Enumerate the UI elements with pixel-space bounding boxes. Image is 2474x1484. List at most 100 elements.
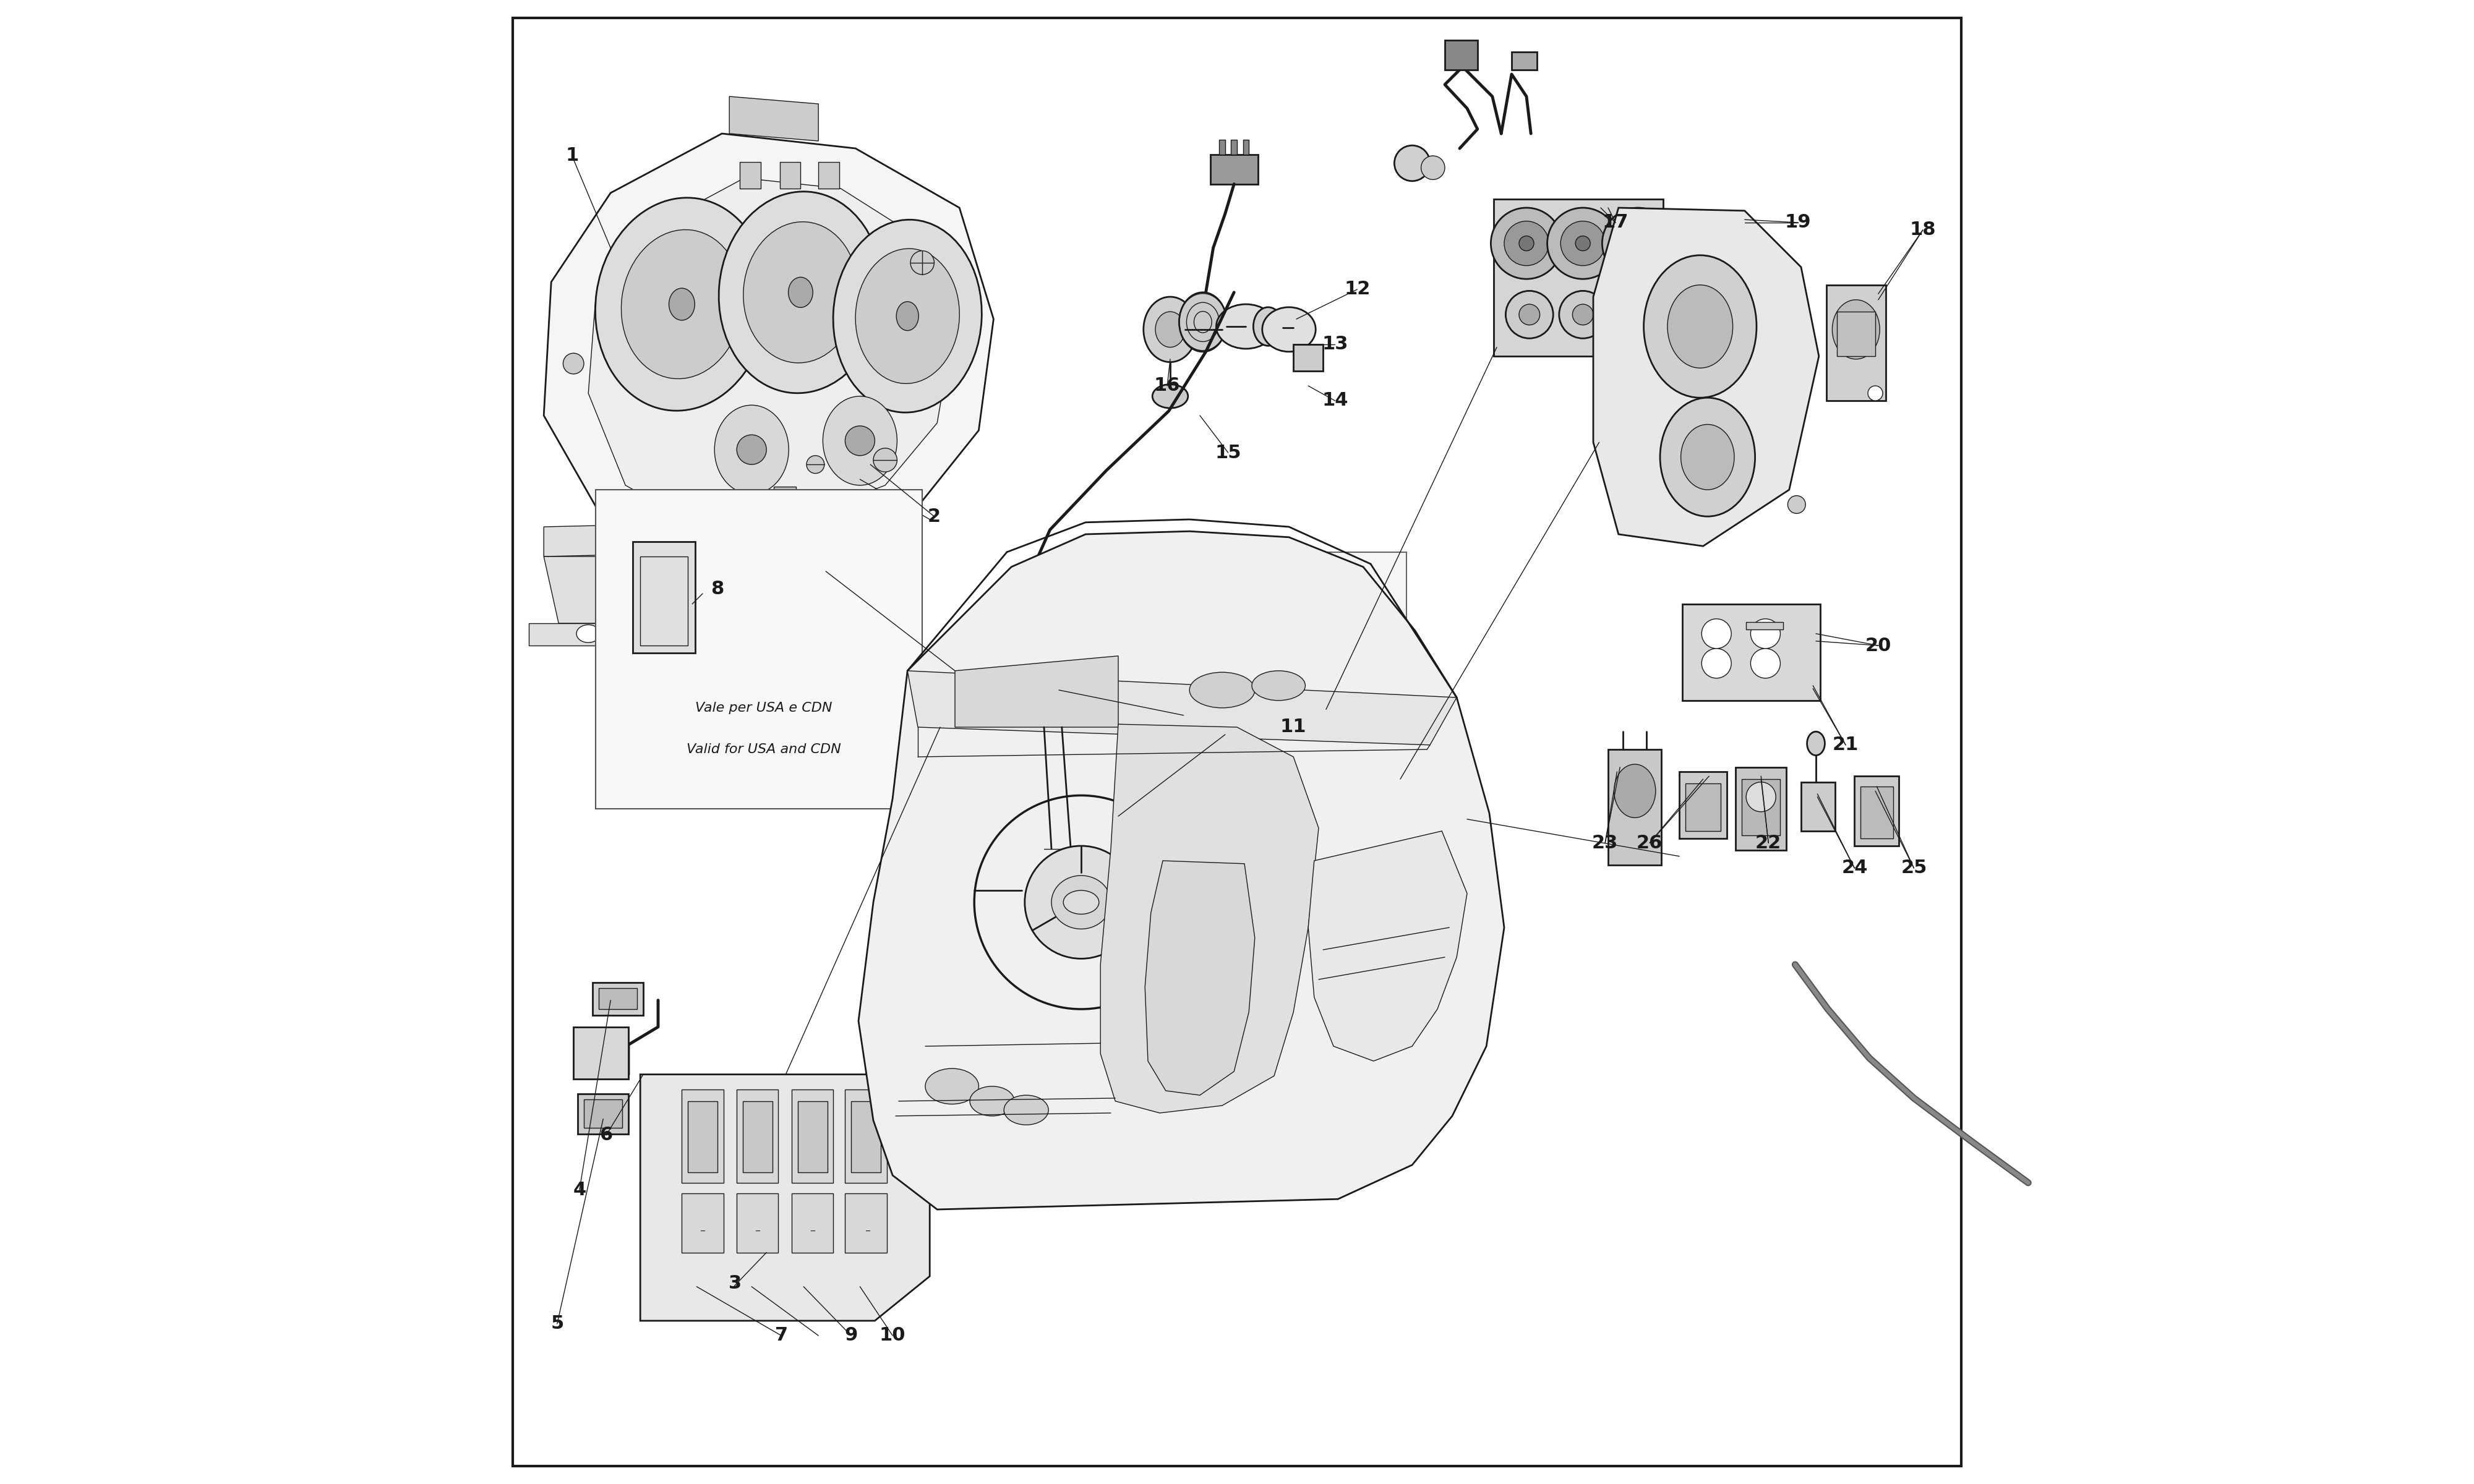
Ellipse shape — [1227, 583, 1277, 649]
Text: 16: 16 — [1153, 377, 1180, 395]
Ellipse shape — [846, 426, 876, 456]
Text: 20: 20 — [1865, 637, 1890, 654]
Ellipse shape — [720, 191, 883, 393]
Polygon shape — [858, 531, 1504, 1209]
Polygon shape — [579, 1094, 628, 1134]
Ellipse shape — [1546, 208, 1618, 279]
Polygon shape — [1145, 861, 1254, 1095]
Text: 1: 1 — [567, 147, 579, 165]
Ellipse shape — [1603, 208, 1672, 279]
Polygon shape — [1395, 712, 1430, 745]
Ellipse shape — [1024, 846, 1138, 959]
Ellipse shape — [1180, 292, 1227, 352]
Polygon shape — [908, 671, 1457, 745]
Bar — [851, 1101, 881, 1172]
Ellipse shape — [1752, 649, 1781, 678]
Ellipse shape — [1051, 876, 1111, 929]
Ellipse shape — [789, 278, 814, 307]
Polygon shape — [1801, 782, 1836, 831]
Ellipse shape — [1613, 764, 1655, 818]
Text: 12: 12 — [1343, 280, 1371, 298]
Ellipse shape — [1630, 236, 1645, 251]
Text: 15: 15 — [1215, 444, 1242, 462]
Ellipse shape — [596, 197, 769, 411]
Bar — [1860, 787, 1893, 838]
Ellipse shape — [1507, 291, 1554, 338]
Text: 13: 13 — [1321, 335, 1348, 353]
Text: 26: 26 — [1638, 834, 1663, 852]
Text: 18: 18 — [1910, 221, 1937, 239]
Polygon shape — [1826, 285, 1885, 401]
Polygon shape — [1101, 724, 1319, 1113]
Bar — [1685, 784, 1722, 831]
Polygon shape — [584, 1100, 623, 1128]
Polygon shape — [589, 178, 952, 527]
Ellipse shape — [1155, 312, 1185, 347]
Ellipse shape — [970, 1086, 1014, 1116]
Polygon shape — [599, 988, 638, 1009]
Bar — [819, 162, 839, 188]
Ellipse shape — [1395, 145, 1430, 181]
Text: 10: 10 — [878, 1327, 905, 1345]
Ellipse shape — [1306, 604, 1329, 619]
Text: _: _ — [866, 1223, 868, 1232]
Bar — [742, 1101, 772, 1172]
Bar — [596, 490, 923, 809]
Bar — [1242, 139, 1249, 154]
Polygon shape — [683, 1089, 722, 1183]
Ellipse shape — [1190, 672, 1254, 708]
Ellipse shape — [1613, 291, 1663, 338]
Ellipse shape — [1252, 671, 1306, 700]
Ellipse shape — [1296, 635, 1338, 665]
Bar — [641, 556, 688, 646]
Polygon shape — [1294, 344, 1324, 371]
Polygon shape — [544, 134, 995, 564]
Ellipse shape — [1492, 208, 1561, 279]
Ellipse shape — [1143, 297, 1197, 362]
Ellipse shape — [1616, 221, 1660, 266]
Ellipse shape — [1559, 291, 1606, 338]
Ellipse shape — [737, 435, 767, 464]
Bar — [688, 1101, 717, 1172]
Polygon shape — [574, 1027, 628, 1079]
Polygon shape — [1309, 831, 1467, 1061]
Ellipse shape — [1519, 304, 1539, 325]
Ellipse shape — [742, 221, 858, 364]
Polygon shape — [1593, 208, 1818, 546]
Polygon shape — [1608, 749, 1663, 865]
Ellipse shape — [1680, 424, 1734, 490]
Text: _: _ — [755, 1223, 760, 1232]
Ellipse shape — [1806, 732, 1826, 755]
Polygon shape — [529, 623, 658, 646]
Bar — [1220, 139, 1225, 154]
Ellipse shape — [896, 301, 918, 331]
Polygon shape — [789, 549, 861, 608]
Polygon shape — [544, 556, 633, 623]
Text: 6: 6 — [599, 1126, 614, 1144]
Polygon shape — [737, 1193, 779, 1252]
Polygon shape — [792, 1089, 834, 1183]
Ellipse shape — [1667, 285, 1732, 368]
Ellipse shape — [1519, 236, 1534, 251]
Bar — [779, 162, 802, 188]
Text: _: _ — [700, 1223, 705, 1232]
Text: Vale per USA e CDN: Vale per USA e CDN — [695, 702, 831, 714]
Text: Valid for USA and CDN: Valid for USA and CDN — [685, 743, 841, 755]
Ellipse shape — [621, 230, 742, 378]
Polygon shape — [544, 519, 861, 556]
Text: 17: 17 — [1603, 214, 1628, 232]
Bar — [1836, 312, 1875, 356]
Polygon shape — [1856, 776, 1900, 846]
Ellipse shape — [1573, 304, 1593, 325]
Text: 21: 21 — [1833, 736, 1858, 754]
Ellipse shape — [1561, 221, 1606, 266]
Text: 24: 24 — [1841, 859, 1868, 877]
Text: 22: 22 — [1757, 834, 1781, 852]
Ellipse shape — [1833, 300, 1880, 359]
Ellipse shape — [1235, 687, 1269, 723]
Polygon shape — [955, 656, 1118, 727]
Ellipse shape — [873, 448, 898, 472]
Text: 5: 5 — [552, 1315, 564, 1333]
Ellipse shape — [1217, 304, 1277, 349]
Ellipse shape — [576, 625, 601, 643]
